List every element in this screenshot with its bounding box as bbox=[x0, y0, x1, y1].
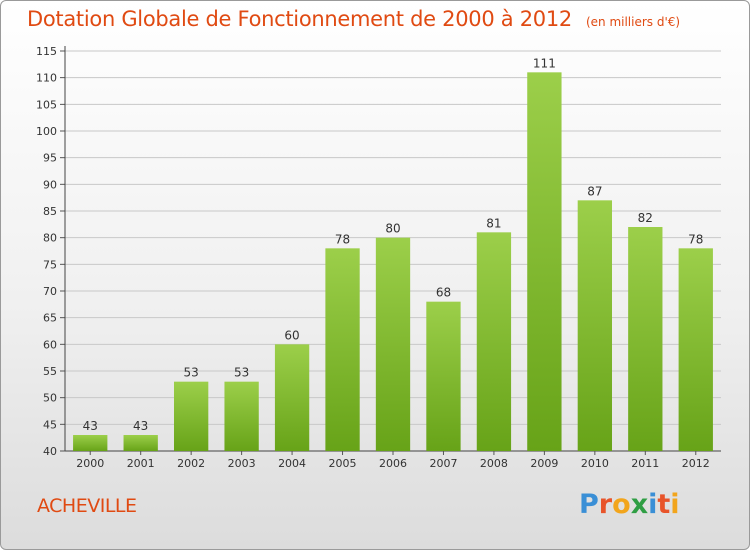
bar bbox=[274, 344, 310, 451]
data-label: 111 bbox=[533, 56, 556, 70]
data-label: 60 bbox=[284, 328, 299, 342]
x-tick-label: 2004 bbox=[278, 457, 306, 470]
data-label: 80 bbox=[385, 222, 400, 236]
data-label: 43 bbox=[83, 419, 98, 433]
y-tick-label: 55 bbox=[43, 365, 57, 378]
bar bbox=[628, 227, 663, 451]
y-tick-label: 60 bbox=[43, 338, 57, 351]
bar bbox=[325, 248, 360, 451]
bar bbox=[123, 435, 158, 451]
y-tick-label: 105 bbox=[36, 98, 57, 111]
data-label: 82 bbox=[638, 211, 653, 225]
y-tick-label: 110 bbox=[36, 72, 57, 85]
x-tick-label: 2003 bbox=[228, 457, 256, 470]
y-tick-label: 40 bbox=[43, 445, 57, 458]
x-tick-label: 2002 bbox=[177, 457, 205, 470]
y-tick-label: 75 bbox=[43, 258, 57, 271]
commune-name: ACHEVILLE bbox=[37, 495, 137, 517]
logo-letter: x bbox=[630, 489, 649, 520]
x-tick-label: 2006 bbox=[379, 457, 407, 470]
data-label: 78 bbox=[335, 232, 350, 246]
data-label: 78 bbox=[688, 232, 703, 246]
data-label: 53 bbox=[234, 366, 249, 380]
bar bbox=[678, 248, 713, 451]
x-tick-label: 2012 bbox=[682, 457, 710, 470]
y-tick-label: 95 bbox=[43, 152, 57, 165]
y-tick-label: 90 bbox=[43, 178, 57, 191]
bar bbox=[527, 72, 562, 451]
bar bbox=[375, 237, 411, 451]
data-label: 87 bbox=[587, 184, 602, 198]
logo-letter: P bbox=[579, 489, 599, 520]
x-tick-label: 2008 bbox=[480, 457, 508, 470]
logo-letter: t bbox=[657, 489, 671, 520]
y-tick-label: 100 bbox=[36, 125, 57, 138]
x-tick-label: 2000 bbox=[76, 457, 104, 470]
data-label: 68 bbox=[436, 286, 451, 300]
title-row: Dotation Globale de Fonctionnement de 20… bbox=[27, 7, 680, 31]
x-tick-label: 2009 bbox=[530, 457, 558, 470]
bar bbox=[476, 232, 512, 451]
logo-letter: i bbox=[670, 489, 680, 520]
data-label: 43 bbox=[133, 419, 148, 433]
x-tick-label: 2011 bbox=[631, 457, 659, 470]
x-tick-label: 2001 bbox=[127, 457, 155, 470]
logo-letter: r bbox=[598, 489, 613, 520]
x-tick-label: 2007 bbox=[429, 457, 457, 470]
data-label: 53 bbox=[184, 366, 199, 380]
y-tick-label: 70 bbox=[43, 285, 57, 298]
y-tick-label: 115 bbox=[36, 45, 57, 58]
bar bbox=[73, 435, 108, 451]
chart-subtitle: (en milliers d'€) bbox=[585, 15, 681, 29]
bar bbox=[173, 381, 209, 451]
bar bbox=[426, 301, 461, 451]
proxiti-logo[interactable]: Proxiti bbox=[579, 489, 680, 520]
logo-letter: i bbox=[648, 489, 658, 520]
data-label: 81 bbox=[486, 216, 501, 230]
y-tick-label: 45 bbox=[43, 418, 57, 431]
bars bbox=[73, 72, 713, 451]
y-tick-label: 85 bbox=[43, 205, 57, 218]
y-tick-label: 50 bbox=[43, 392, 57, 405]
data-labels: 43 43 53 53 60 78 80 68 81 111 87 82 78 bbox=[83, 56, 704, 433]
y-tick-label: 65 bbox=[43, 312, 57, 325]
x-tick-label: 2010 bbox=[581, 457, 609, 470]
y-tick-label: 80 bbox=[43, 232, 57, 245]
x-tick-label: 2005 bbox=[329, 457, 357, 470]
logo-letter: o bbox=[612, 489, 631, 520]
bar bbox=[224, 381, 259, 451]
bar bbox=[577, 200, 613, 451]
chart-title: Dotation Globale de Fonctionnement de 20… bbox=[27, 7, 572, 31]
